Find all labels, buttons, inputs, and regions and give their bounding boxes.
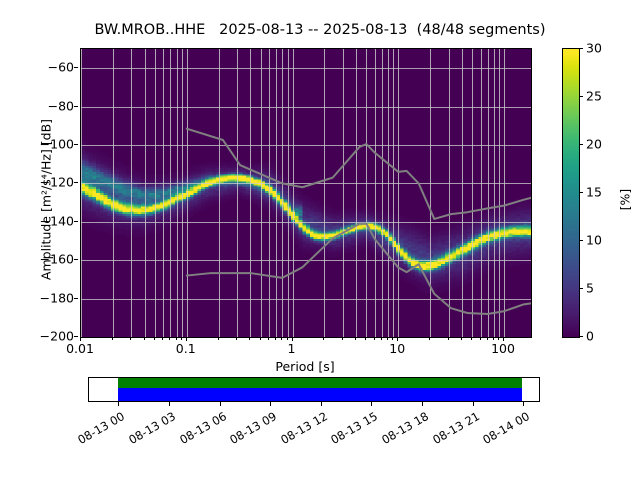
colorbar-tick-mark: [579, 144, 583, 145]
x-tick-mark-minor: [275, 337, 277, 340]
x-tick-mark-minor: [429, 337, 431, 340]
x-tick-mark-minor: [281, 337, 283, 340]
colorbar[interactable]: [562, 48, 580, 338]
x-tick-mark-minor: [268, 337, 270, 340]
colorbar-tick-mark: [579, 240, 583, 241]
timeline-tick-mark: [168, 402, 170, 406]
x-tick-mark-minor: [169, 337, 171, 340]
x-tick-mark-minor: [365, 337, 367, 340]
y-tick-label: −120: [39, 174, 74, 190]
y-tick-label: −80: [47, 98, 74, 114]
x-tick-label: 100: [491, 341, 515, 356]
x-tick-mark-minor: [392, 337, 394, 340]
x-tick-mark-minor: [373, 337, 375, 340]
timeline-tick-mark: [118, 402, 120, 406]
timeline-tick-mark: [320, 402, 322, 406]
colorbar-gradient: [563, 49, 579, 337]
y-tick-mark: [74, 259, 78, 261]
x-tick-mark-minor: [447, 337, 449, 340]
x-tick-mark-major: [185, 337, 187, 341]
x-tick-mark-major: [291, 337, 293, 341]
data-coverage-blue: [118, 388, 522, 401]
colorbar-tick-mark: [579, 96, 583, 97]
timeline-tick-mark: [523, 402, 525, 406]
y-tick-mark: [74, 182, 78, 184]
y-axis-ticks: −60 −80 −100 −120 −140 −160 −180 −200: [28, 48, 74, 344]
x-tick-label: 10: [389, 341, 406, 356]
x-tick-mark-minor: [486, 337, 488, 340]
data-coverage-timeline[interactable]: [88, 377, 540, 402]
colorbar-tick-mark: [579, 192, 583, 193]
colorbar-tick-label: 10: [586, 232, 602, 248]
timeline-tick-label: 08-13 03: [126, 409, 178, 447]
x-tick-label: 0.01: [66, 341, 94, 356]
colorbar-label: [%]: [617, 188, 633, 211]
colorbar-tick-label: 30: [586, 40, 602, 56]
timeline-tick-mark: [472, 402, 474, 406]
timeline-tick-label: 08-13 18: [379, 409, 431, 447]
x-tick-mark-minor: [111, 337, 113, 340]
y-tick-mark: [74, 297, 78, 299]
y-tick-mark: [74, 105, 78, 107]
colorbar-tick-label: 0: [586, 328, 594, 344]
x-tick-mark-minor: [175, 337, 177, 340]
x-tick-mark-minor: [492, 337, 494, 340]
x-tick-mark-minor: [380, 337, 382, 340]
timeline-tick-mark: [371, 402, 373, 406]
x-tick-mark-minor: [162, 337, 164, 340]
timeline-tick-mark: [422, 402, 423, 406]
y-tick-label: −60: [47, 59, 74, 75]
x-tick-mark-minor: [355, 337, 357, 340]
y-tick-label: −100: [39, 136, 74, 152]
x-tick-mark-minor: [259, 337, 261, 340]
x-tick-mark-minor: [387, 337, 388, 340]
x-tick-mark-minor: [286, 337, 288, 340]
x-tick-mark-minor: [498, 337, 500, 340]
y-tick-label: −180: [39, 290, 74, 306]
colorbar-tick-mark: [579, 288, 583, 289]
y-axis-label: Amplitude [m²/s⁴/Hz] [dB]: [38, 118, 54, 281]
x-tick-mark-minor: [249, 337, 251, 340]
x-tick-mark-minor: [341, 337, 343, 340]
x-tick-mark-minor: [143, 337, 145, 340]
x-tick-mark-minor: [479, 337, 481, 340]
x-tick-mark-minor: [130, 337, 132, 340]
figure-title: BW.MROB..HHE 2025-08-13 -- 2025-08-13 (4…: [94, 22, 546, 38]
x-tick-mark-minor: [323, 337, 325, 340]
colorbar-tick-label: 15: [586, 184, 602, 200]
x-tick-mark-minor: [153, 337, 155, 340]
colorbar-tick-mark: [579, 336, 583, 337]
ppsd-plot-area[interactable]: [80, 48, 532, 338]
data-coverage-green: [118, 378, 522, 389]
y-tick-mark: [74, 220, 78, 222]
timeline-tick-mark: [270, 402, 272, 406]
x-tick-mark-major: [80, 337, 81, 341]
x-tick-mark-major: [503, 337, 504, 341]
y-tick-mark: [74, 67, 78, 69]
y-tick-label: −160: [39, 251, 74, 267]
x-axis-label: Period [s]: [275, 359, 335, 374]
x-tick-label: 0.1: [175, 341, 196, 356]
y-tick-label: −140: [39, 213, 74, 229]
y-tick-label: −200: [39, 328, 74, 344]
x-tick-mark-minor: [236, 337, 238, 340]
colorbar-tick-mark: [579, 48, 583, 49]
y-tick-mark: [74, 144, 78, 145]
colorbar-tick-label: 25: [586, 88, 602, 104]
x-tick-mark-minor: [180, 337, 182, 340]
x-tick-mark-minor: [471, 337, 473, 340]
x-tick-mark-major: [397, 337, 399, 341]
noise-model-overlay-canvas: [81, 49, 531, 337]
y-tick-mark: [74, 336, 78, 337]
colorbar-tick-label: 20: [586, 136, 602, 152]
x-tick-label: 1: [287, 341, 296, 356]
x-tick-mark-minor: [460, 337, 462, 340]
timeline-tick-mark: [219, 402, 221, 406]
x-tick-mark-minor: [217, 337, 219, 340]
colorbar-tick-label: 5: [586, 280, 594, 296]
